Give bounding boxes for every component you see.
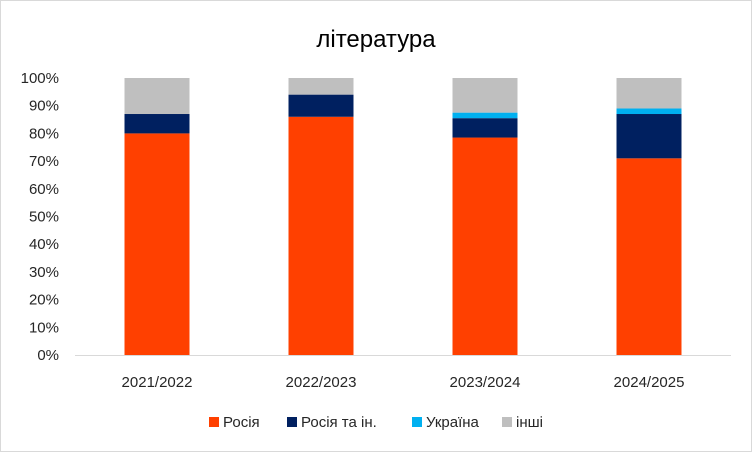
legend-label: інші <box>516 414 543 431</box>
x-tick-label: 2021/2022 <box>122 374 193 391</box>
x-tick-label: 2022/2023 <box>286 374 357 391</box>
x-tick-label: 2023/2024 <box>450 374 521 391</box>
y-axis: 0% 10% 20% 30% 40% 50% 60% 70% 80% 90% 100% <box>21 70 59 364</box>
bar-segment <box>288 94 354 117</box>
y-tick-label: 20% <box>29 292 59 309</box>
x-axis: 2021/2022 2022/2023 2023/2024 2024/2025 <box>122 374 685 391</box>
x-tick-label: 2024/2025 <box>614 374 685 391</box>
legend-swatch <box>287 417 297 427</box>
bar-segment <box>124 133 190 355</box>
chart-title: література <box>316 26 436 53</box>
y-tick-label: 90% <box>29 98 59 115</box>
bar-segment <box>616 78 682 109</box>
bar-segment <box>452 137 518 355</box>
legend-swatch <box>412 417 422 427</box>
legend-label: Росія <box>223 414 260 431</box>
y-tick-label: 80% <box>29 125 59 142</box>
legend-swatch <box>502 417 512 427</box>
bar-segment <box>616 114 682 159</box>
y-tick-label: 40% <box>29 236 59 253</box>
legend-swatch <box>209 417 219 427</box>
bar-segment <box>452 118 518 138</box>
bar-segment <box>124 78 190 115</box>
y-tick-label: 50% <box>29 209 59 226</box>
bar-segment <box>124 114 190 134</box>
y-tick-label: 60% <box>29 181 59 198</box>
bar-segment <box>452 78 518 113</box>
legend: Росія Росія та ін. Україна інші <box>209 414 543 431</box>
bars-group <box>124 78 682 355</box>
y-tick-label: 10% <box>29 319 59 336</box>
legend-label: Росія та ін. <box>301 414 377 431</box>
legend-label: Україна <box>426 414 480 431</box>
y-tick-label: 0% <box>37 347 59 364</box>
bar-segment <box>452 112 518 119</box>
y-tick-label: 70% <box>29 153 59 170</box>
bar-segment <box>616 158 682 355</box>
bar-segment <box>616 108 682 115</box>
bar-segment <box>288 78 354 95</box>
y-tick-label: 30% <box>29 264 59 281</box>
bar-segment <box>288 116 354 355</box>
y-tick-label: 100% <box>21 70 59 87</box>
